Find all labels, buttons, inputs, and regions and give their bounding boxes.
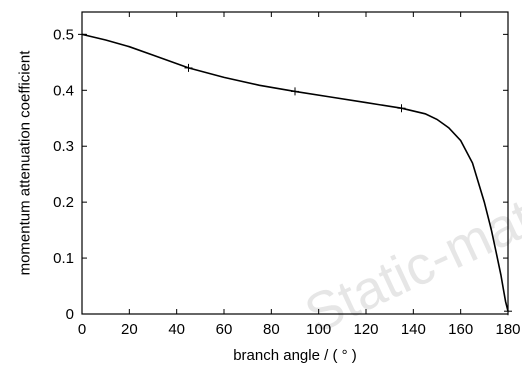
watermark-text: Static-material	[296, 145, 522, 345]
x-tick-label: 80	[263, 321, 280, 338]
data-point-marker	[504, 307, 512, 316]
data-point-marker	[291, 87, 299, 96]
x-tick-label: 180	[495, 321, 520, 338]
y-tick-label: 0.1	[53, 250, 74, 267]
y-axis-label: momentum attenuation coefficient	[16, 50, 33, 276]
x-axis: 0 20 40 60 80 100 120 140 160 180	[78, 12, 521, 338]
x-tick-label: 60	[216, 321, 233, 338]
data-point-marker	[184, 63, 193, 72]
data-point-marker	[78, 30, 86, 39]
plot-frame	[81, 11, 509, 315]
data-point-marker	[397, 104, 406, 113]
x-tick-label: 160	[448, 321, 473, 338]
x-tick-label: 120	[353, 321, 378, 338]
series-line	[81, 33, 509, 312]
x-tick-label: 100	[306, 321, 331, 338]
y-tick-label: 0.3	[53, 138, 74, 155]
x-tick-label: 140	[401, 321, 426, 338]
x-axis-label: branch angle / ( ° )	[233, 347, 357, 364]
y-tick-label: 0.4	[53, 82, 74, 99]
x-tick-label: 20	[121, 321, 138, 338]
y-tick-label: 0	[66, 306, 74, 323]
x-tick-label: 40	[168, 321, 185, 338]
data-markers	[78, 30, 512, 316]
x-tick-label: 0	[78, 321, 86, 338]
y-tick-label: 0.2	[53, 194, 74, 211]
y-tick-label: 0.5	[53, 26, 74, 43]
y-axis: 0 0.1 0.2 0.3 0.4 0.5	[53, 26, 508, 323]
